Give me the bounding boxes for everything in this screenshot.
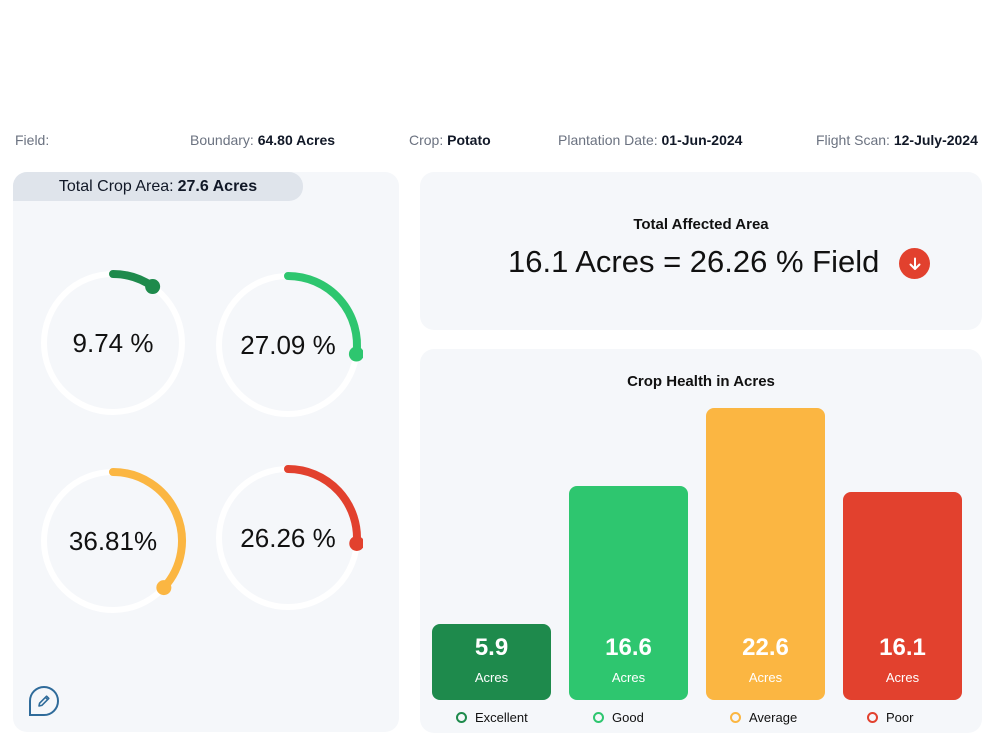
flight-scan-label: Flight Scan: — [816, 132, 890, 148]
affected-area-title: Total Affected Area — [633, 216, 769, 233]
gauge-good: 27.09 % — [213, 270, 363, 420]
legend-label: Poor — [886, 710, 914, 725]
field-label: Field: — [15, 132, 50, 148]
bar-value-label: 5.9 — [474, 634, 509, 661]
bar-unit-label: Acres — [885, 670, 920, 685]
bar-unit-label: Acres — [748, 670, 783, 685]
crop-area-label: Total Crop Area: — [58, 177, 174, 195]
affected-area-panel: Total Affected Area 16.1 Acres = 26.26 %… — [420, 172, 982, 330]
gauge-ring — [41, 468, 186, 613]
gauge-value: 36.81% — [68, 525, 158, 556]
crop-value: Potato — [447, 132, 491, 148]
bar-poor: 16.1 Acres — [843, 492, 962, 700]
gauge-end-dot — [156, 580, 172, 596]
gauge-end-dot — [349, 535, 363, 551]
crop-info: Crop: Potato — [409, 132, 491, 148]
gauge-value: 26.26 % — [240, 522, 336, 553]
gauge-value: 27.09 % — [240, 329, 336, 360]
bar-value-label: 16.6 — [605, 634, 652, 661]
gauge-average: 36.81% — [38, 466, 188, 616]
plantation-label: Plantation Date: — [558, 132, 658, 148]
legend-good: Good — [593, 710, 644, 725]
gauge-ring — [216, 465, 363, 610]
legend-excellent: Excellent — [456, 710, 528, 725]
gauge-poor: 26.26 % — [213, 463, 363, 613]
gauge-excellent: 9.74 % — [38, 268, 188, 418]
bar-average: 22.6 Acres — [706, 408, 825, 700]
gauge-end-dot — [145, 279, 161, 295]
bar-unit-label: Acres — [611, 670, 646, 685]
boundary-value: 64.80 Acres — [257, 132, 336, 148]
plantation-value: 01-Jun-2024 — [661, 132, 743, 148]
gauge-value: 9.74 % — [72, 327, 154, 358]
crop-area-panel: Total Crop Area: 27.6 Acres 9.74 % 27.09… — [13, 172, 399, 732]
arrow-down-icon — [899, 248, 930, 279]
flight-scan-info: Flight Scan: 12-July-2024 — [816, 132, 978, 148]
chart-title: Crop Health in Acres — [627, 373, 775, 390]
plantation-info: Plantation Date: 01-Jun-2024 — [558, 132, 742, 148]
legend-marker — [456, 712, 467, 723]
gauge-end-dot — [348, 346, 363, 362]
bar-excellent: 5.9 Acres — [432, 624, 551, 700]
crop-health-chart-panel: Crop Health in Acres 5.9 Acres Excellent 16… — [420, 349, 982, 733]
edit-button[interactable] — [29, 686, 59, 716]
boundary-label: Boundary: — [190, 132, 254, 148]
bar-unit-label: Acres — [474, 670, 509, 685]
bar-good: 16.6 Acres — [569, 486, 688, 700]
legend-average: Average — [730, 710, 797, 725]
crop-label: Crop: — [409, 132, 444, 148]
crop-area-value: 27.6 Acres — [177, 177, 258, 195]
gauge-arc — [109, 468, 186, 592]
gauge-ring — [216, 272, 363, 417]
bar-value-label: 22.6 — [742, 634, 789, 661]
flight-scan-value: 12-July-2024 — [893, 132, 978, 148]
legend-marker — [730, 712, 741, 723]
legend-marker — [867, 712, 878, 723]
legend-marker — [593, 712, 604, 723]
gauge-ring — [41, 270, 185, 415]
bar-value-label: 16.1 — [879, 634, 926, 661]
field-info: Field: — [15, 132, 49, 148]
legend-label: Average — [749, 710, 798, 725]
total-crop-area-pill: Total Crop Area: 27.6 Acres — [13, 172, 303, 201]
boundary-info: Boundary: 64.80 Acres — [190, 132, 335, 148]
pencil-icon — [38, 695, 50, 707]
field-info-bar: Field: Boundary: 64.80 Acres Crop: Potat… — [15, 132, 983, 152]
legend-label: Excellent — [475, 710, 528, 725]
affected-area-value: 16.1 Acres = 26.26 % Field — [508, 244, 880, 279]
legend-label: Good — [612, 710, 644, 725]
legend-poor: Poor — [867, 710, 913, 725]
gauge-arc — [284, 465, 361, 548]
gauge-arc — [284, 272, 361, 359]
